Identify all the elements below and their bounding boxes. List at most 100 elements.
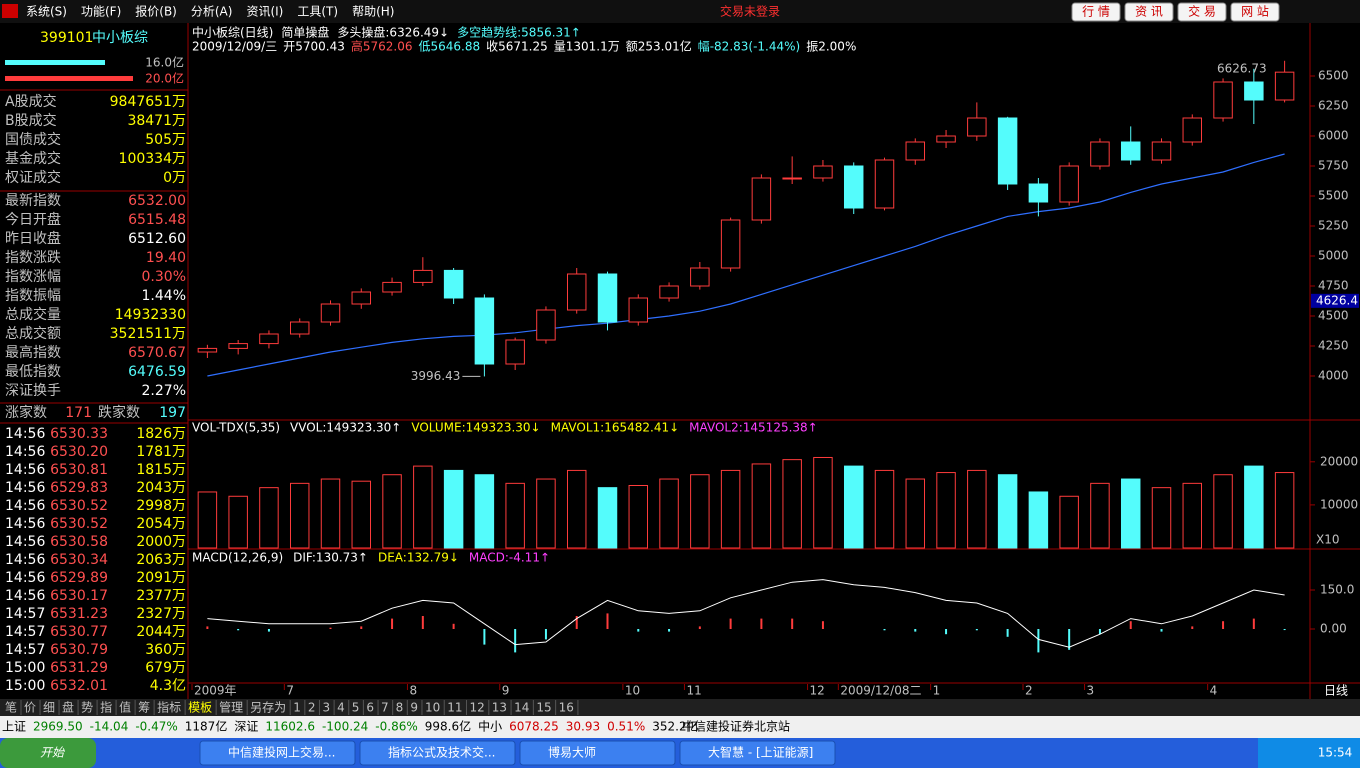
task-button[interactable] — [519, 740, 676, 766]
tab[interactable]: 管理 — [219, 700, 243, 715]
tab[interactable]: 指 — [100, 700, 112, 715]
tab[interactable]: 13 — [492, 701, 507, 715]
header-text: 低5646.88 — [418, 40, 480, 54]
top-button-label[interactable]: 网 站 — [1241, 5, 1269, 19]
menu-item[interactable]: 工具(T) — [297, 5, 338, 19]
candle-body — [228, 343, 248, 349]
stat-value: 9847651万 — [110, 94, 186, 110]
menu-item[interactable]: 系统(S) — [26, 5, 67, 19]
top-button[interactable] — [1071, 2, 1121, 22]
header-text: MACD:-4.11↑ — [469, 551, 550, 565]
tab[interactable]: 11 — [447, 701, 462, 715]
header-text: DIF:130.73↑ — [293, 551, 368, 565]
tab[interactable]: 价 — [24, 701, 36, 715]
task-button[interactable] — [199, 740, 356, 766]
candle-body — [566, 273, 587, 311]
candle-body — [351, 291, 372, 305]
tick-price: 6530.77 — [50, 624, 108, 640]
header-text: 开5700.43 — [283, 40, 345, 54]
top-button[interactable] — [1177, 2, 1227, 22]
tab[interactable]: 6 — [366, 701, 374, 715]
candle-body — [1151, 141, 1172, 161]
menu-item[interactable]: 功能(F) — [81, 5, 121, 19]
task-label[interactable]: 大智慧 - [上证能源] — [708, 745, 813, 760]
tab[interactable]: 指标 — [157, 700, 181, 715]
tab[interactable]: 7 — [381, 701, 389, 715]
tab[interactable]: 细 — [43, 701, 55, 715]
candle-body — [443, 269, 464, 299]
header-text: 高5762.06 — [351, 39, 413, 54]
candle-body — [536, 309, 556, 341]
menu-item[interactable]: 分析(A) — [191, 5, 233, 19]
tab[interactable]: 4 — [337, 701, 345, 715]
tick-price: 6530.17 — [50, 588, 108, 604]
tick-price: 6530.34 — [50, 552, 108, 568]
start-label[interactable]: 开始 — [40, 746, 65, 760]
top-button-label[interactable]: 资 讯 — [1135, 5, 1163, 19]
tick-price: 6530.81 — [50, 462, 108, 478]
header-text: 2969.50 — [33, 720, 83, 734]
task-label[interactable]: 指标公式及技术交... — [388, 745, 495, 760]
task-label[interactable]: 中信建投网上交易... — [228, 745, 335, 760]
menu-item[interactable]: 资讯(I) — [246, 5, 283, 19]
tab[interactable]: 5 — [352, 701, 360, 715]
candle-body — [505, 339, 525, 365]
tick-time: 14:56 — [5, 498, 45, 514]
header-text: -0.86% — [375, 720, 417, 734]
task-button[interactable] — [679, 740, 836, 766]
tab[interactable]: 势 — [81, 701, 93, 715]
task-button[interactable] — [359, 740, 516, 766]
stat-label: 最新指数 — [5, 193, 61, 209]
high-annotation: 6626.73 — [1217, 61, 1267, 75]
header-text: VOL-TDX(5,35) — [192, 421, 280, 435]
tab[interactable]: 8 — [396, 701, 404, 715]
top-button[interactable] — [1230, 2, 1280, 22]
tick-volume: 2044万 — [136, 624, 186, 640]
start-button[interactable] — [0, 738, 96, 768]
header-text: VOLUME:149323.30↓ — [411, 421, 540, 435]
tab[interactable]: 笔 — [5, 700, 17, 715]
tab[interactable]: 9 — [410, 701, 418, 715]
period-label: 日线 — [1324, 684, 1348, 698]
tab[interactable]: 2 — [308, 701, 316, 715]
stat-value: 6532.00 — [128, 193, 186, 209]
tick-time: 14:56 — [5, 444, 45, 460]
stat-value: 0万 — [163, 170, 186, 186]
stat-label: A股成交 — [5, 93, 57, 110]
tab[interactable]: 另存为 — [250, 701, 286, 715]
header-text: 0.51% — [607, 720, 645, 734]
volume-bar — [1028, 491, 1049, 549]
menu-item[interactable]: 报价(B) — [135, 4, 177, 19]
tab[interactable]: 盘 — [62, 700, 74, 715]
stat-value: 3521511万 — [110, 326, 186, 342]
top-button[interactable] — [1124, 2, 1174, 22]
header-text: -14.04 — [90, 720, 129, 734]
tick-price: 6530.33 — [50, 426, 108, 442]
tick-price: 6529.89 — [50, 570, 108, 586]
top-button-label[interactable]: 交 易 — [1188, 4, 1216, 19]
tab[interactable]: 12 — [470, 701, 485, 715]
task-label[interactable]: 博易大师 — [548, 745, 596, 760]
menu-item[interactable]: 帮助(H) — [352, 5, 394, 19]
y-tick-label: 10000 — [1320, 497, 1358, 511]
tab[interactable]: 3 — [322, 701, 330, 715]
tab[interactable]: 模板 — [188, 701, 212, 715]
tab[interactable]: 15 — [536, 701, 551, 715]
top-button-label[interactable]: 行 情 — [1082, 5, 1110, 19]
y-tick-label: 6000 — [1318, 129, 1349, 143]
tab[interactable]: 1 — [293, 701, 301, 715]
stat-value: 6476.59 — [128, 364, 186, 380]
tab[interactable]: 16 — [559, 701, 574, 715]
candle-body — [413, 269, 433, 283]
tab[interactable]: 14 — [514, 701, 529, 715]
tick-time: 14:57 — [5, 624, 45, 640]
tab[interactable]: 值 — [119, 700, 131, 715]
tab[interactable]: 筹 — [138, 701, 150, 715]
candle-body — [597, 273, 618, 323]
tab[interactable]: 10 — [425, 701, 440, 715]
volume-bar — [1274, 472, 1295, 549]
stat-value: 0.30% — [142, 269, 186, 285]
volume-bar — [505, 482, 525, 549]
volume-bar — [1151, 487, 1172, 549]
candle-body — [382, 281, 402, 293]
